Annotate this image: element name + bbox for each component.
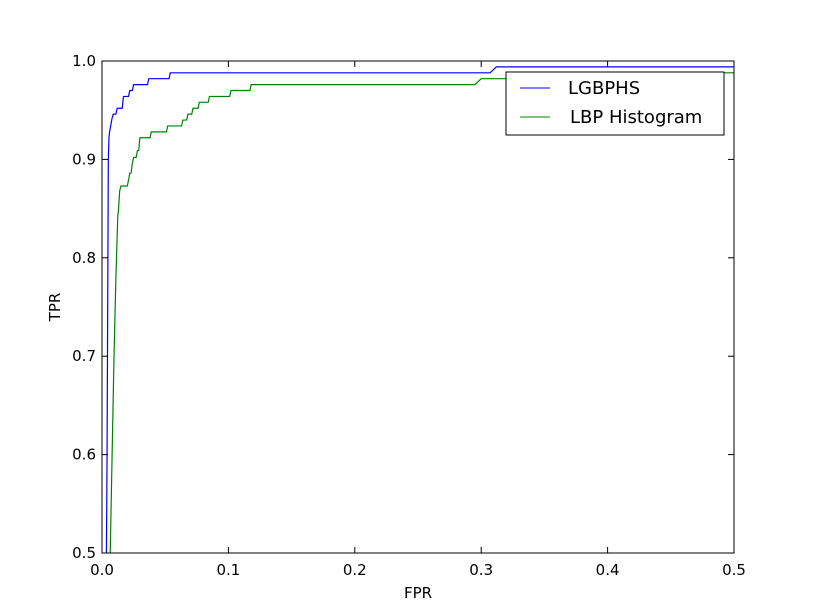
y-tick-label: 0.7 <box>72 347 96 365</box>
legend: LGBPHS LBP Histogram <box>505 71 725 136</box>
plot-frame <box>101 60 735 554</box>
plot-area <box>102 61 734 553</box>
y-axis-label: TPR <box>46 293 64 323</box>
x-tick-label: 0.5 <box>722 561 746 579</box>
x-tick-label: 0.1 <box>216 561 240 579</box>
legend-label-lbp-histogram: LBP Histogram <box>570 107 702 128</box>
x-tick-label: 0.2 <box>343 561 367 579</box>
x-axis-label: FPR <box>404 584 432 602</box>
ticks-layer <box>101 60 735 554</box>
y-tick-label: 0.6 <box>72 446 96 464</box>
y-tick-label: 0.8 <box>72 249 96 267</box>
y-tick-label: 1.0 <box>72 52 96 70</box>
series-layer <box>105 66 734 553</box>
x-tick-label: 0.4 <box>596 561 620 579</box>
y-tick-label: 0.9 <box>72 150 96 168</box>
x-tick-label: 0.0 <box>90 561 114 579</box>
y-tick-label: 0.5 <box>72 544 96 562</box>
tick-labels-layer: 0.0 0.1 0.2 0.3 0.4 0.5 0.5 0.6 0.7 0.8 0.9 1.0 <box>72 52 746 579</box>
series-line-lgbphs <box>105 66 734 553</box>
legend-label-lgbphs: LGBPHS <box>568 78 640 99</box>
x-tick-label: 0.3 <box>469 561 493 579</box>
legend-box <box>505 71 725 136</box>
series-line-lbp-histogram <box>109 72 734 553</box>
